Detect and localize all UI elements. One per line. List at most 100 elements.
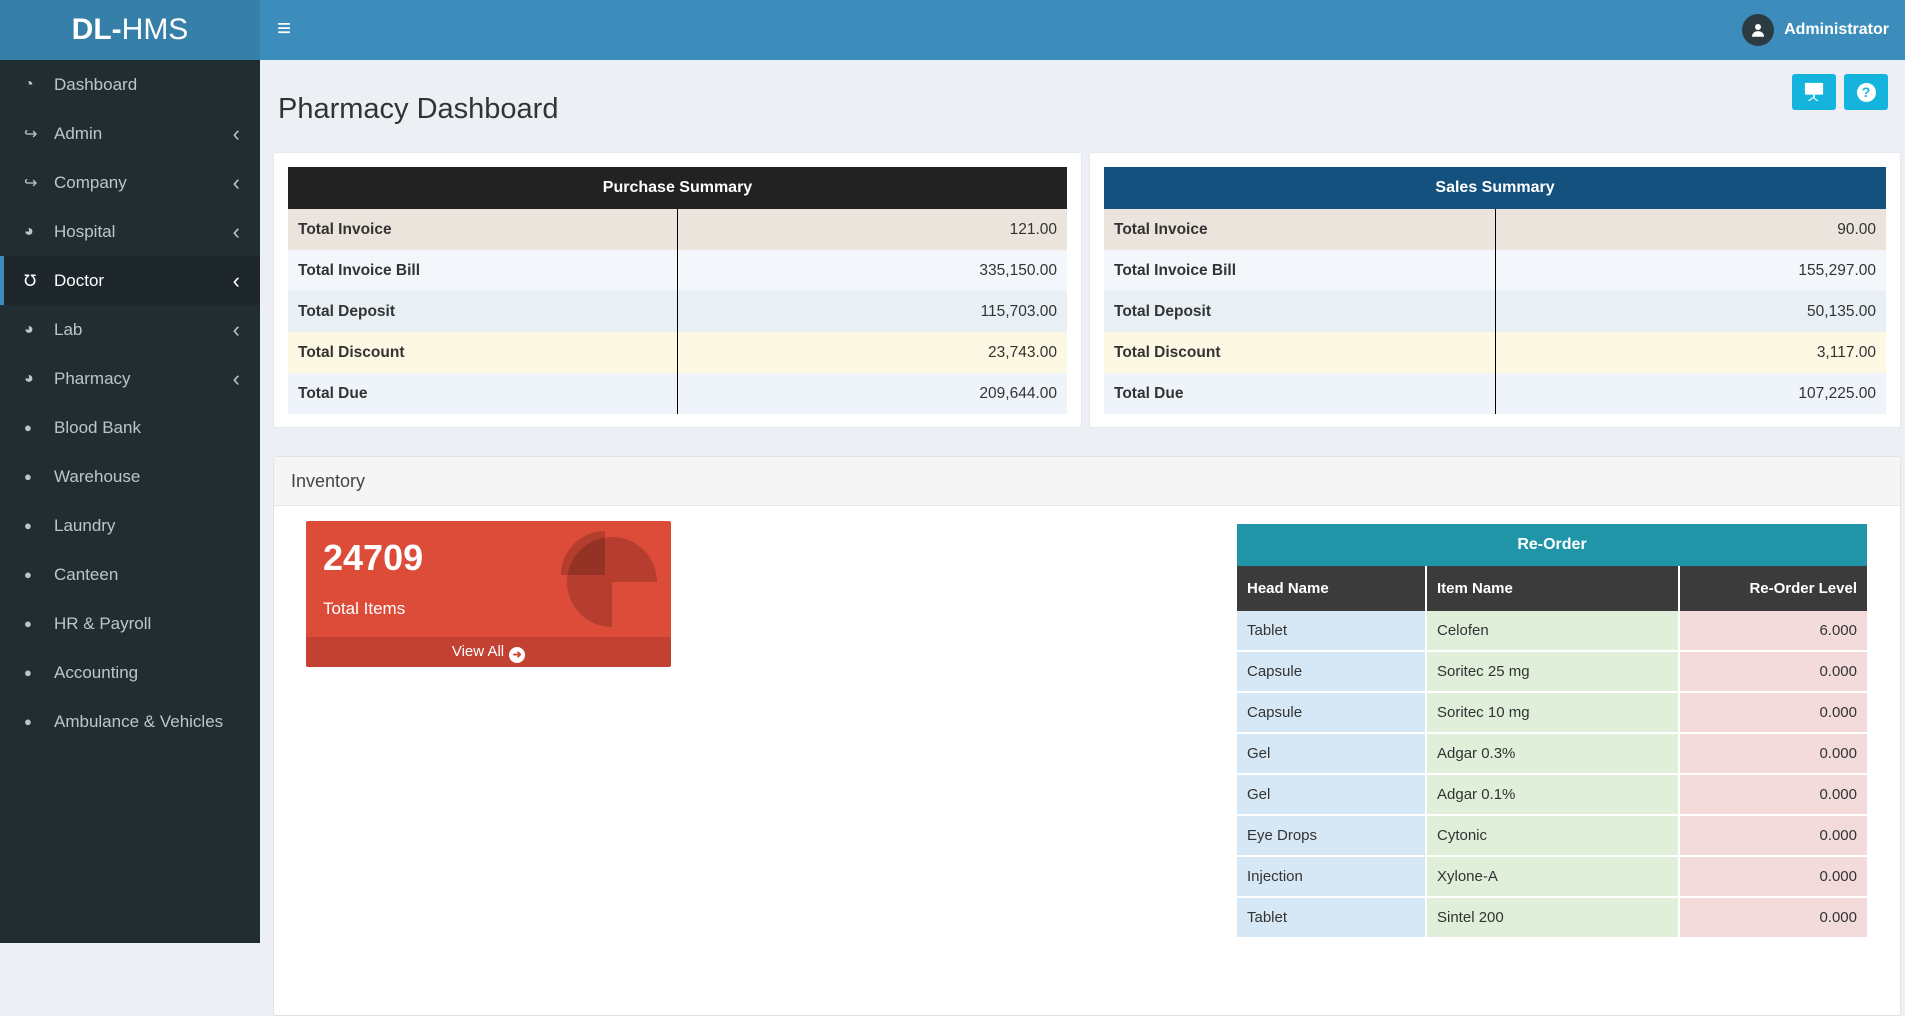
row-value: 115,703.00 [677, 291, 1067, 332]
sidebar-item-pharmacy[interactable]: ◕ Pharmacy ‹ [0, 354, 260, 403]
inventory-panel: Inventory 24709 Total Items View All ➜ Re… [273, 456, 1901, 1016]
row-value: 90.00 [1494, 209, 1886, 250]
total-items-card: 24709 Total Items View All ➜ [306, 521, 671, 667]
chevron-left-icon: ‹ [232, 169, 240, 195]
cell-item-name: Soritec 25 mg [1427, 652, 1680, 693]
cell-reorder-level: 0.000 [1680, 898, 1867, 939]
row-value: 50,135.00 [1494, 291, 1886, 332]
row-value: 23,743.00 [677, 332, 1067, 373]
cell-item-name: Adgar 0.1% [1427, 775, 1680, 816]
total-items-count: 24709 [323, 537, 424, 578]
circle-icon: ● [24, 665, 32, 680]
user-avatar-icon [1742, 14, 1775, 46]
cell-head-name: Capsule [1237, 693, 1427, 734]
sidebar-item-lab[interactable]: ◕ Lab ‹ [0, 305, 260, 354]
sidebar-item-label: Ambulance & Vehicles [54, 711, 224, 731]
cell-head-name: Gel [1237, 775, 1427, 816]
page-title: Pharmacy Dashboard [278, 93, 559, 125]
circle-icon: ● [24, 714, 32, 729]
row-label: Total Deposit [1104, 291, 1495, 332]
share-icon: ↪ [24, 174, 38, 192]
row-value: 335,150.00 [677, 250, 1067, 291]
table-row: Capsule Soritec 25 mg 0.000 [1237, 652, 1867, 693]
sidebar-item-dashboard[interactable]: ◔ Dashboard [0, 60, 260, 109]
col-head-name: Head Name [1237, 566, 1427, 611]
table-row: Injection Xylone-A 0.000 [1237, 857, 1867, 898]
circle-icon: ● [24, 567, 32, 582]
sidebar-item-company[interactable]: ↪ Company ‹ [0, 158, 260, 207]
table-row: Total Discount 23,743.00 [288, 332, 1067, 373]
table-row: Total Invoice 121.00 [288, 209, 1067, 250]
sidebar-item-warehouse[interactable]: ● Warehouse [0, 452, 260, 501]
cell-head-name: Tablet [1237, 898, 1427, 939]
table-row: Total Deposit 115,703.00 [288, 291, 1067, 332]
question-circle-icon: ? [1856, 82, 1876, 102]
cell-reorder-level: 0.000 [1680, 693, 1867, 734]
arrow-circle-right-icon: ➜ [509, 647, 526, 663]
cell-reorder-level: 0.000 [1680, 734, 1867, 775]
row-label: Total Discount [288, 332, 678, 373]
row-label: Total Invoice [1104, 209, 1495, 250]
sidebar-item-admin[interactable]: ↪ Admin ‹ [0, 109, 260, 158]
cell-item-name: Adgar 0.3% [1427, 734, 1680, 775]
stethoscope-icon: ℧ [24, 272, 37, 290]
circle-icon: ● [24, 469, 32, 484]
sidebar-item-blood-bank[interactable]: ● Blood Bank [0, 403, 260, 452]
chevron-left-icon: ‹ [232, 365, 240, 391]
purchase-summary-table: Purchase Summary Total Invoice 121.00 To… [288, 167, 1067, 414]
row-value: 155,297.00 [1494, 250, 1886, 291]
view-all-link[interactable]: View All ➜ [306, 637, 671, 667]
app-logo[interactable]: DL-HMS [0, 0, 260, 60]
pie-graph-icon [561, 531, 657, 627]
sidebar-item-laundry[interactable]: ● Laundry [0, 501, 260, 550]
chevron-left-icon: ‹ [232, 120, 240, 146]
col-reorder-level: Re-Order Level [1680, 566, 1867, 611]
row-label: Total Invoice Bill [288, 250, 678, 291]
table-row: Total Deposit 50,135.00 [1104, 291, 1886, 332]
cell-item-name: Sintel 200 [1427, 898, 1680, 939]
table-row: Eye Drops Cytonic 0.000 [1237, 816, 1867, 857]
view-all-label: View All [451, 643, 505, 660]
row-label: Total Due [288, 373, 678, 414]
purchase-summary-title: Purchase Summary [288, 167, 1067, 209]
top-navbar: DL-HMS ≡ Administrator [0, 0, 1905, 60]
row-value: 121.00 [677, 209, 1067, 250]
pie-chart-icon: ◕ [24, 320, 34, 338]
cell-item-name: Soritec 10 mg [1427, 693, 1680, 734]
table-row: Capsule Soritec 10 mg 0.000 [1237, 693, 1867, 734]
row-label: Total Invoice Bill [1104, 250, 1495, 291]
presentation-button[interactable] [1792, 74, 1836, 110]
sidebar-item-ambulance-vehicles[interactable]: ● Ambulance & Vehicles [0, 697, 260, 746]
col-item-name: Item Name [1427, 566, 1680, 611]
chalkboard-icon [1803, 81, 1825, 104]
sales-summary-box: Sales Summary Total Invoice 90.00 Total … [1089, 152, 1901, 428]
table-row: Gel Adgar 0.3% 0.000 [1237, 734, 1867, 775]
reorder-title: Re-Order [1237, 524, 1867, 566]
sidebar-item-hr-payroll[interactable]: ● HR & Payroll [0, 599, 260, 648]
pie-chart-icon: ◕ [24, 369, 34, 387]
cell-reorder-level: 6.000 [1680, 611, 1867, 652]
cell-head-name: Gel [1237, 734, 1427, 775]
sidebar-item-label: Pharmacy [54, 368, 131, 388]
sidebar-toggle-icon[interactable]: ≡ [276, 15, 291, 42]
sidebar-item-hospital[interactable]: ◕ Hospital ‹ [0, 207, 260, 256]
table-row: Total Discount 3,117.00 [1104, 332, 1886, 373]
sidebar-item-accounting[interactable]: ● Accounting [0, 648, 260, 697]
row-label: Total Invoice [288, 209, 678, 250]
cell-reorder-level: 0.000 [1680, 652, 1867, 693]
sidebar-item-canteen[interactable]: ● Canteen [0, 550, 260, 599]
share-icon: ↪ [24, 125, 38, 143]
help-button[interactable]: ? [1844, 74, 1888, 110]
sidebar-item-label: Blood Bank [54, 417, 141, 437]
user-menu[interactable]: Administrator [1742, 0, 1905, 60]
sidebar-item-label: Lab [54, 319, 83, 339]
sales-summary-title: Sales Summary [1104, 167, 1886, 209]
sidebar-item-label: Warehouse [54, 466, 141, 486]
chevron-left-icon: ‹ [232, 218, 240, 244]
sidebar-item-label: Dashboard [54, 74, 138, 94]
cell-item-name: Xylone-A [1427, 857, 1680, 898]
table-row: Tablet Sintel 200 0.000 [1237, 898, 1867, 939]
purchase-summary-box: Purchase Summary Total Invoice 121.00 To… [273, 152, 1082, 428]
sidebar-item-doctor[interactable]: ℧ Doctor ‹ [0, 256, 260, 305]
cell-head-name: Injection [1237, 857, 1427, 898]
